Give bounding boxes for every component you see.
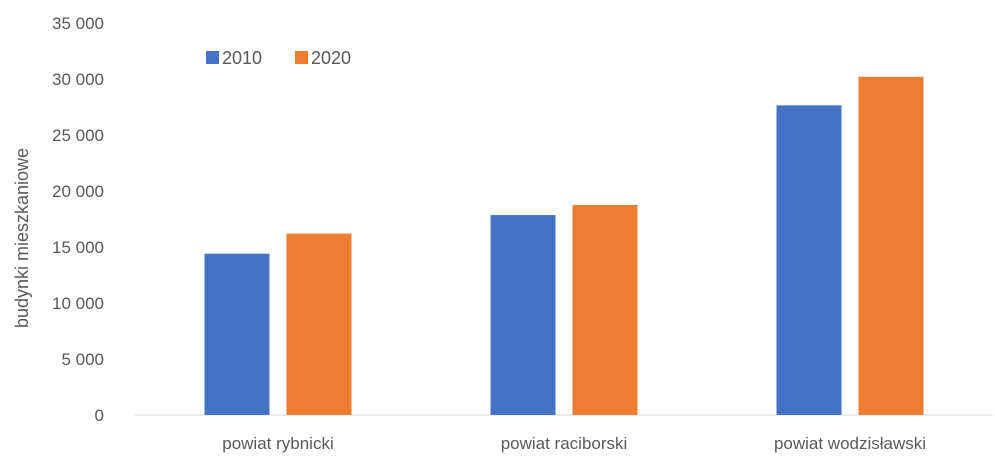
y-tick-label: 20 000 <box>52 182 104 201</box>
legend-swatch-2020 <box>295 51 308 64</box>
legend-swatch-2010 <box>206 51 219 64</box>
y-axis-ticks: 0 5 000 10 000 15 000 20 000 25 000 30 000 35 0… <box>52 14 104 425</box>
y-tick-label: 30 000 <box>52 70 104 89</box>
legend-label-2020: 2020 <box>311 48 351 68</box>
legend: 2010 2020 <box>206 48 351 68</box>
bars <box>204 76 924 415</box>
y-tick-label: 5 000 <box>61 350 104 369</box>
y-tick-label: 25 000 <box>52 126 104 145</box>
y-tick-label: 35 000 <box>52 14 104 33</box>
y-tick-label: 10 000 <box>52 294 104 313</box>
bar-2010-3 <box>776 105 842 415</box>
y-tick-label: 15 000 <box>52 238 104 257</box>
legend-label-2010: 2010 <box>222 48 262 68</box>
bar-2020-3 <box>858 76 924 415</box>
y-tick-label: 0 <box>95 406 104 425</box>
bar-2010-2 <box>490 215 556 415</box>
bar-2020-1 <box>286 233 352 415</box>
x-category-label: powiat wodzisławski <box>774 434 926 453</box>
bar-2020-2 <box>572 205 638 415</box>
x-category-label: powiat rybnicki <box>222 434 334 453</box>
x-axis-labels: powiat rybnicki powiat raciborski powiat w… <box>222 434 926 453</box>
y-axis-title: budynki mieszkaniowe <box>12 148 32 328</box>
x-category-label: powiat raciborski <box>501 434 628 453</box>
bar-2010-1 <box>204 253 270 415</box>
